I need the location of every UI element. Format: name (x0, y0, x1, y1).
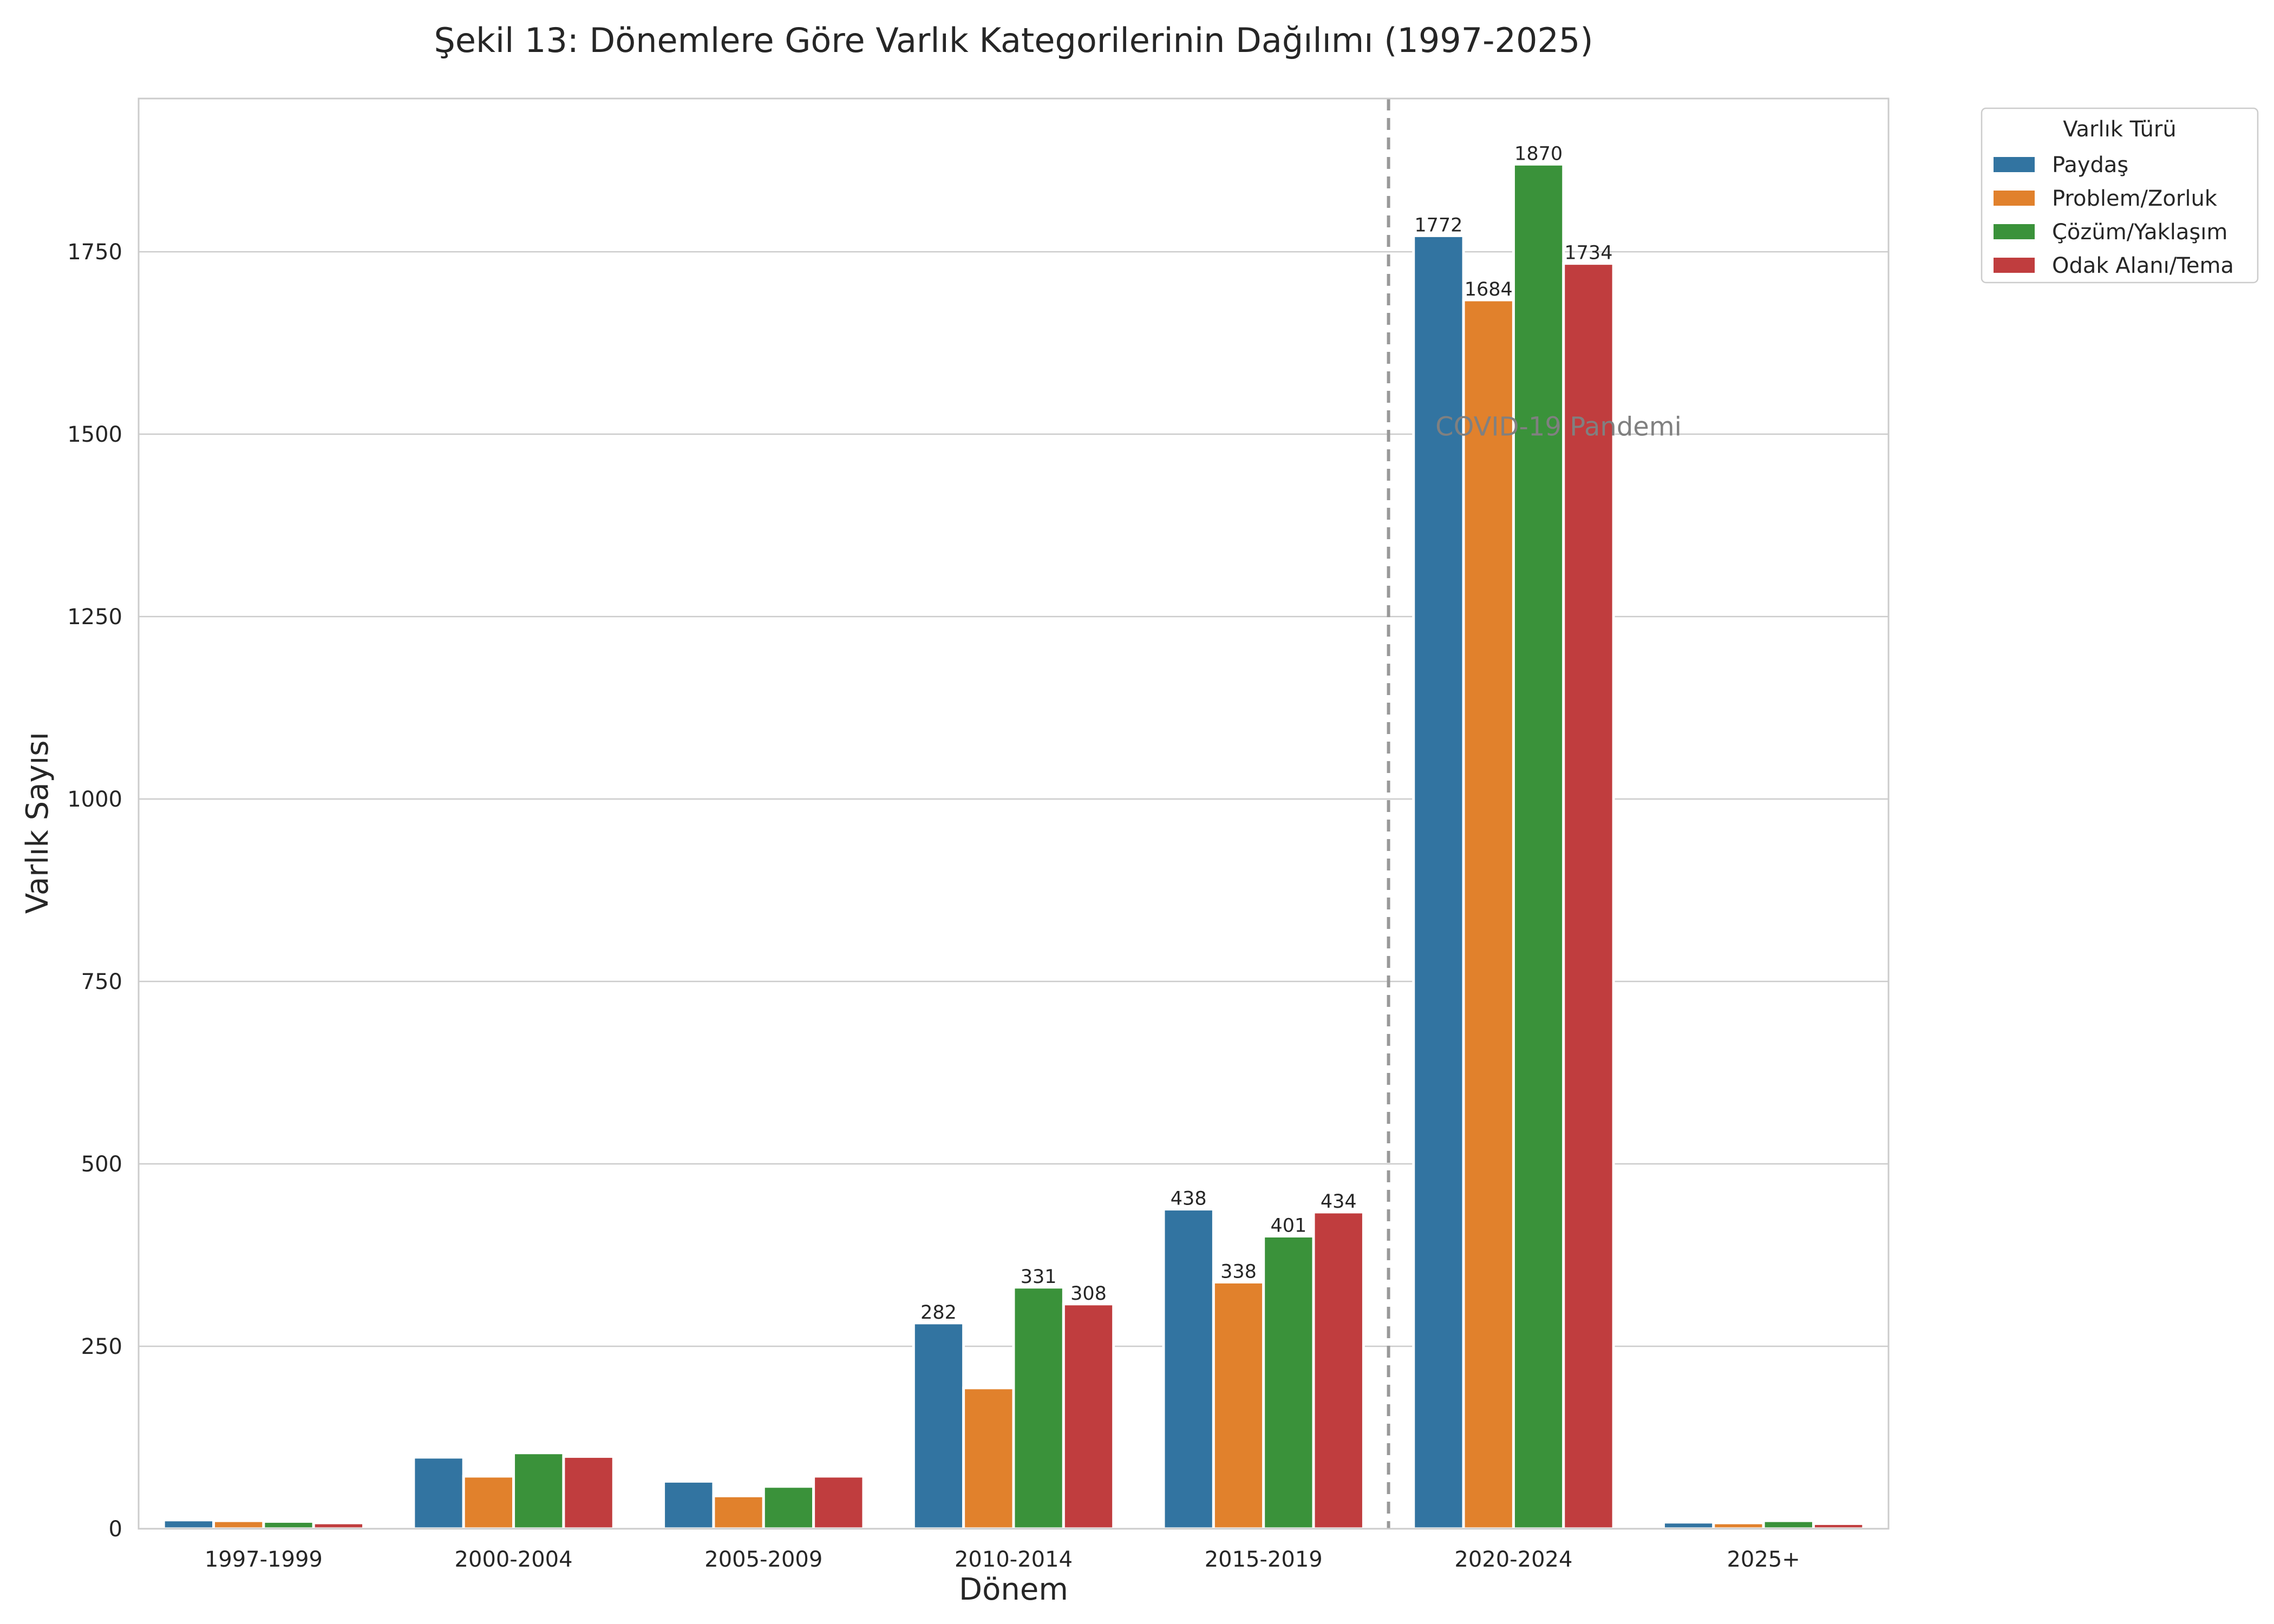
bar (1162, 1208, 1215, 1530)
chart-title: Şekil 13: Dönemlere Göre Varlık Kategori… (434, 21, 1593, 60)
bar (412, 1456, 465, 1530)
y-tick-label: 500 (81, 1152, 122, 1177)
bar (1262, 1234, 1315, 1530)
bar (1512, 162, 1565, 1530)
bars (162, 162, 1865, 1530)
bar (562, 1455, 615, 1530)
y-tick-label: 750 (81, 970, 122, 994)
bar (262, 1520, 315, 1530)
bar-value-label: 438 (1171, 1188, 1207, 1210)
bar (912, 1321, 965, 1530)
value-labels: 282 438 1772 338 1684 331 401 1870 308 434 1734 (920, 143, 1612, 1324)
bar (1312, 1210, 1365, 1530)
x-axis-label: Dönem (959, 1572, 1068, 1607)
bar (512, 1451, 565, 1530)
y-tick-label: 1000 (67, 787, 122, 812)
bar-value-label: 434 (1321, 1191, 1357, 1213)
bar (662, 1479, 715, 1530)
bar (1062, 1302, 1115, 1530)
bar (762, 1485, 815, 1530)
bar (462, 1475, 515, 1530)
y-tick-label: 250 (81, 1334, 122, 1359)
y-tick-label: 1500 (67, 422, 122, 447)
bar (1462, 298, 1515, 1530)
bar-value-label: 338 (1220, 1261, 1257, 1282)
bar-value-label: 282 (920, 1302, 957, 1324)
gridlines (139, 251, 1889, 1530)
x-tick-label: 2000-2004 (455, 1547, 573, 1572)
bar (1562, 262, 1615, 1530)
bar (1412, 234, 1465, 1530)
bar (212, 1519, 265, 1530)
x-tick-label: 2010-2014 (955, 1547, 1073, 1572)
annotations: COVID-19 Pandemi (1435, 412, 1682, 442)
legend: Varlık Türü Paydaş Problem/Zorluk Çözüm/Yak… (1981, 107, 2259, 284)
legend-entry: Paydaş (2052, 153, 2128, 178)
bar (1762, 1519, 1815, 1530)
y-tick-labels: 0 250 500 750 1000 1250 1500 1750 (67, 240, 122, 1542)
legend-swatch (1994, 258, 2035, 273)
x-tick-label: 2020-2024 (1454, 1547, 1572, 1572)
legend-entry: Odak Alanı/Tema (2052, 253, 2234, 278)
bar (1012, 1286, 1065, 1530)
bar (162, 1518, 215, 1530)
legend-box (1981, 107, 2259, 284)
bar-value-label: 1772 (1414, 214, 1462, 236)
x-tick-labels: 1997-1999 2000-2004 2005-2009 2010-2014 2015… (205, 1547, 1800, 1572)
legend-entry: Çözüm/Yaklaşım (2052, 220, 2227, 245)
y-axis-label: Varlık Sayısı (20, 732, 55, 914)
y-tick-label: 1250 (67, 605, 122, 630)
x-tick-label: 2025+ (1727, 1547, 1800, 1572)
bar-value-label: 331 (1021, 1266, 1057, 1288)
legend-title: Varlık Türü (2063, 117, 2176, 142)
legend-swatch (1994, 224, 2035, 239)
y-tick-label: 1750 (67, 240, 122, 265)
legend-entry: Problem/Zorluk (2052, 186, 2218, 211)
bar (812, 1475, 865, 1530)
bar (962, 1386, 1015, 1530)
bar-value-label: 308 (1070, 1283, 1107, 1305)
y-tick-label: 0 (109, 1517, 122, 1542)
bar-value-label: 1684 (1465, 279, 1513, 300)
legend-swatch (1994, 191, 2035, 206)
bar-value-label: 401 (1270, 1215, 1306, 1236)
legend-swatch (1994, 157, 2035, 172)
bar-value-label: 1734 (1564, 243, 1612, 264)
bar (712, 1494, 765, 1530)
x-tick-label: 2015-2019 (1205, 1547, 1323, 1572)
plot-frame (138, 97, 1890, 1530)
bar (1212, 1280, 1265, 1530)
bar (1662, 1521, 1715, 1530)
annotation-covid: COVID-19 Pandemi (1435, 412, 1682, 442)
bar (312, 1521, 365, 1530)
bar (1712, 1521, 1765, 1530)
x-tick-label: 1997-1999 (205, 1547, 323, 1572)
x-tick-label: 2005-2009 (704, 1547, 822, 1572)
bar-value-label: 1870 (1514, 143, 1563, 165)
